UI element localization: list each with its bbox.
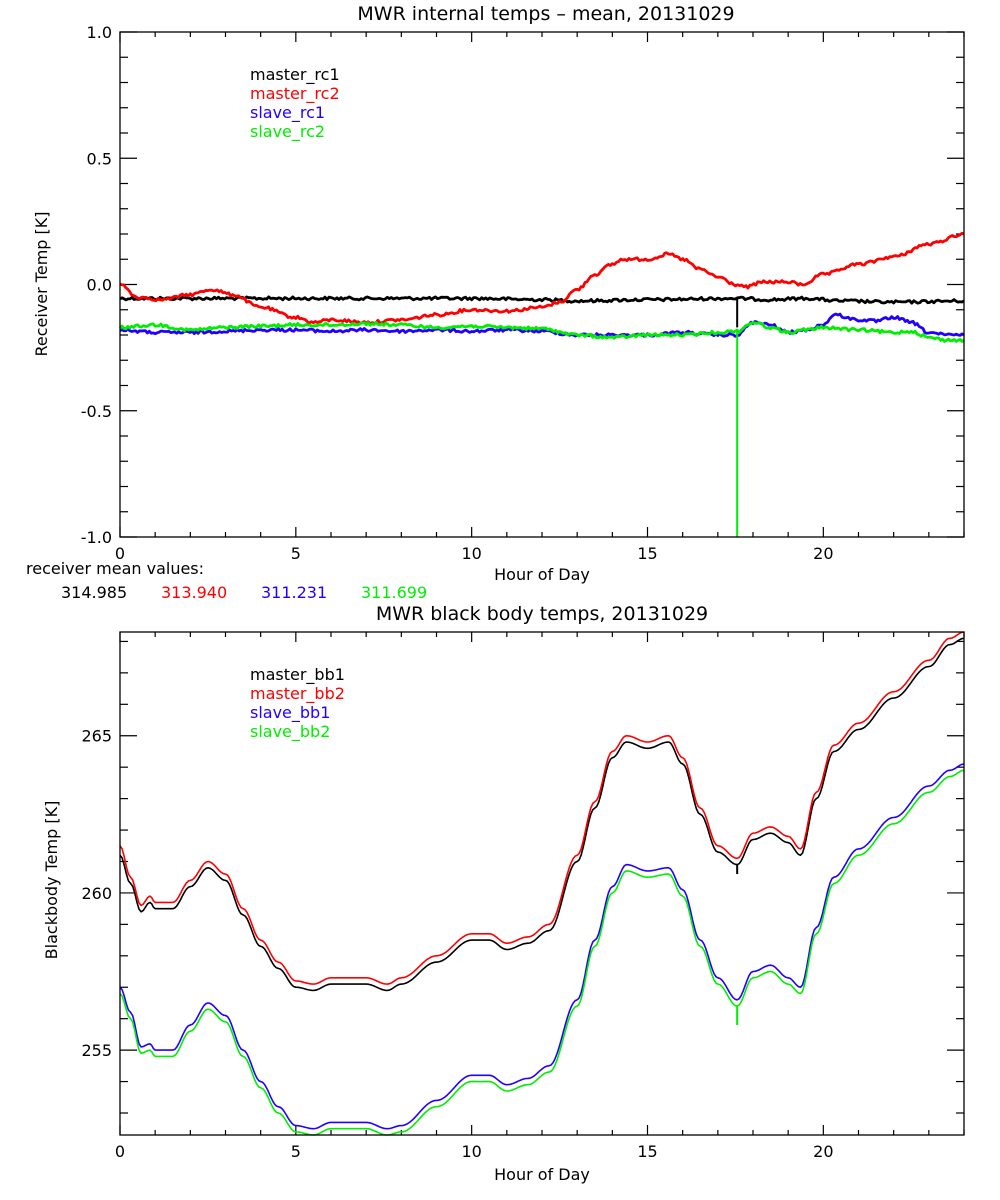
x-tick-label: 20 [813, 1142, 833, 1161]
series-line-master-bb2 [119, 631, 965, 985]
plot-frame [119, 31, 965, 538]
mean-values-label: receiver mean values: [26, 559, 204, 578]
legend-entry-master-rc2: master_rc2 [250, 84, 340, 104]
mean-value-slave-rc1: 311.231 [261, 583, 327, 602]
series-line-master-bb1 [119, 637, 965, 992]
x-axis-label: Hour of Day [494, 565, 590, 584]
series-line-master-rc2 [119, 231, 965, 325]
mean-values-annotation: receiver mean values: 314.985 313.940 31… [26, 559, 427, 602]
y-tick-label: 265 [81, 727, 112, 746]
y-axis-label: Receiver Temp [K] [32, 211, 51, 356]
legend-entry-master-bb2: master_bb2 [250, 684, 345, 704]
series-line-slave-bb1 [119, 763, 965, 1130]
mean-value-slave-rc2: 311.699 [361, 583, 427, 602]
x-tick-label: 0 [115, 1142, 125, 1161]
legend-entry-master-bb1: master_bb1 [250, 665, 345, 685]
series-line-slave-rc2 [118, 321, 965, 343]
x-tick-label: 20 [813, 544, 833, 563]
axes: 0 5 10 15 20 -1.0 -0.5 0.0 0.5 1.0 [81, 23, 965, 563]
y-tick-label: 0.0 [87, 276, 112, 295]
axes: 0 5 10 15 20 255 260 265 [81, 632, 965, 1161]
y-tick-label: -1.0 [81, 528, 112, 547]
legend: master_bb1 master_bb2 slave_bb1 slave_bb… [250, 665, 345, 742]
y-tick-label: 0.5 [87, 149, 112, 168]
legend-entry-master-rc1: master_rc1 [250, 65, 340, 85]
mean-value-master-rc2: 313.940 [161, 583, 227, 602]
y-axis-label: Blackbody Temp [K] [42, 801, 61, 960]
series-line-master-rc1 [119, 295, 965, 305]
legend: master_rc1 master_rc2 slave_rc1 slave_rc… [250, 65, 340, 142]
series-layer [118, 231, 965, 537]
receiver-temp-chart: MWR internal temps – mean, 20131029 0 5 10… [26, 3, 965, 602]
legend-entry-slave-rc2: slave_rc2 [250, 122, 325, 142]
legend-entry-slave-bb2: slave_bb2 [250, 722, 330, 742]
chart-title: MWR black body temps, 20131029 [376, 603, 708, 625]
blackbody-temp-chart: MWR black body temps, 20131029 0 5 10 15 20 2… [42, 603, 965, 1184]
x-tick-label: 5 [291, 1142, 301, 1161]
x-tick-label: 15 [637, 1142, 657, 1161]
x-tick-label: 15 [637, 544, 657, 563]
mean-value-master-rc1: 314.985 [61, 583, 127, 602]
y-tick-label: 1.0 [87, 23, 112, 42]
series-line-slave-bb2 [119, 769, 965, 1136]
x-tick-label: 0 [115, 544, 125, 563]
chart-title: MWR internal temps – mean, 20131029 [357, 3, 734, 25]
x-tick-label: 10 [461, 544, 481, 563]
y-tick-label: -0.5 [81, 402, 112, 421]
x-tick-label: 10 [461, 1142, 481, 1161]
plot-frame [119, 631, 965, 1136]
series-layer [119, 631, 965, 1136]
legend-entry-slave-rc1: slave_rc1 [250, 103, 325, 123]
x-axis-label: Hour of Day [494, 1165, 590, 1184]
x-tick-label: 5 [291, 544, 301, 563]
legend-entry-slave-bb1: slave_bb1 [250, 703, 330, 723]
y-tick-label: 260 [81, 884, 112, 903]
y-tick-label: 255 [81, 1041, 112, 1060]
